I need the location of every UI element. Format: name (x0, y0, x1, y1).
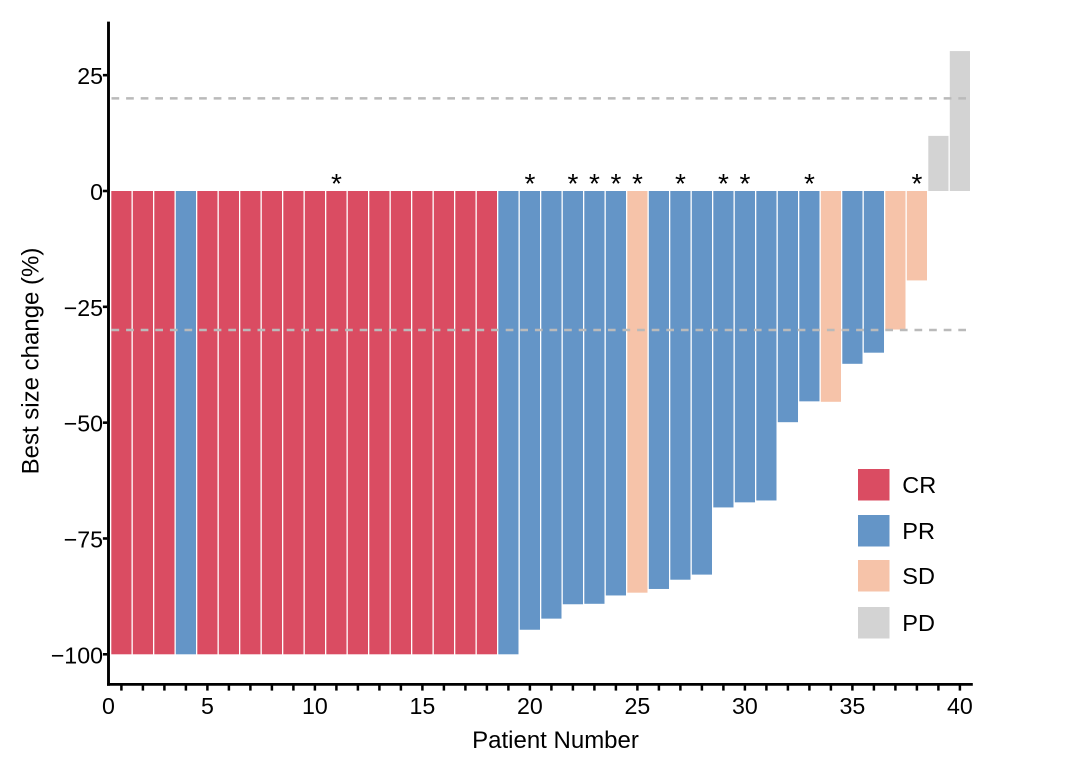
svg-text:25: 25 (77, 63, 103, 89)
svg-text:30: 30 (732, 693, 758, 719)
svg-text:−50: −50 (64, 411, 103, 437)
svg-text:40: 40 (947, 693, 973, 719)
svg-text:*: * (524, 168, 535, 199)
svg-text:Patient Number: Patient Number (472, 727, 639, 754)
svg-text:*: * (718, 168, 729, 199)
svg-text:−25: −25 (64, 295, 103, 321)
svg-text:CR: CR (902, 472, 936, 498)
svg-text:20: 20 (517, 693, 543, 719)
svg-text:*: * (675, 168, 686, 199)
svg-text:10: 10 (302, 693, 328, 719)
svg-text:0: 0 (90, 179, 103, 205)
svg-text:SD: SD (902, 563, 935, 589)
svg-text:35: 35 (840, 693, 866, 719)
svg-text:0: 0 (102, 693, 115, 719)
svg-text:*: * (804, 168, 815, 199)
svg-text:*: * (589, 168, 600, 199)
svg-text:15: 15 (410, 693, 436, 719)
svg-text:−100: −100 (51, 642, 103, 668)
svg-text:*: * (911, 168, 922, 199)
svg-text:*: * (610, 168, 621, 199)
svg-text:−75: −75 (64, 526, 103, 552)
svg-text:PD: PD (902, 610, 935, 636)
svg-text:*: * (331, 168, 342, 199)
svg-text:5: 5 (201, 693, 214, 719)
svg-text:*: * (632, 168, 643, 199)
svg-text:PR: PR (902, 518, 935, 544)
svg-text:*: * (739, 168, 750, 199)
svg-text:Best size change (%): Best size change (%) (18, 248, 45, 475)
svg-text:25: 25 (625, 693, 651, 719)
svg-text:*: * (567, 168, 578, 199)
